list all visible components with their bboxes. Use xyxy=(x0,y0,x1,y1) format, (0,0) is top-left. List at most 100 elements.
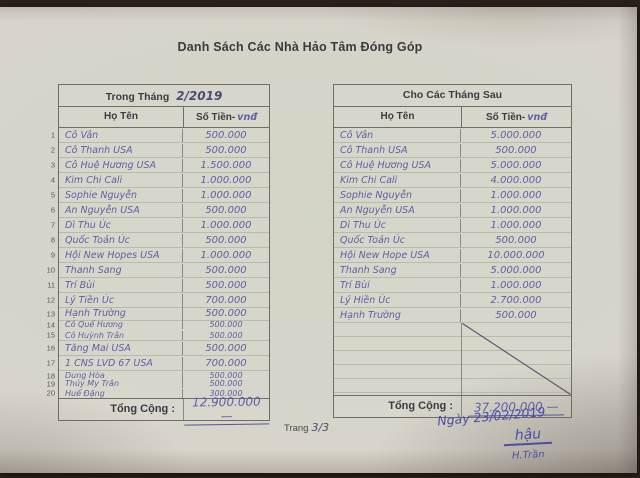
donation-row: 17 1 CNS LVD 67 USA 700.000 xyxy=(47,356,269,371)
donor-name: Cô Thanh USA xyxy=(59,144,183,157)
donation-row: 20 Huế Đặng 300.000 xyxy=(47,388,269,398)
donation-amount: 500.000 xyxy=(209,320,243,329)
donation-row: An Nguyễn USA 1.000.000 xyxy=(334,203,571,218)
col-header-name: Họ Tên xyxy=(59,107,184,127)
donation-row: 6 An Nguyễn USA 500.000 xyxy=(51,203,269,218)
donation-row: Cô Thanh USA 500.000 xyxy=(334,143,571,158)
donation-amount: 500.000 xyxy=(495,310,537,321)
donation-row: 1 Cô Vân 500.000 xyxy=(51,128,269,143)
row-number: 15 xyxy=(46,330,55,339)
donation-amount: 700.000 xyxy=(205,295,247,306)
donation-row: Trí Bùi 1.000.000 xyxy=(334,278,571,293)
row-number: 10 xyxy=(46,265,55,275)
donation-amount: 500.000 xyxy=(205,280,247,291)
donation-row: 7 Dì Thu Úc 1.000.000 xyxy=(51,218,269,233)
row-number: 1 xyxy=(50,130,55,140)
donation-amount: 500.000 xyxy=(209,379,243,388)
donor-name: Hạnh Trường xyxy=(334,309,461,322)
donation-amount: 1.000.000 xyxy=(490,190,542,201)
donor-name: Thanh Sang xyxy=(59,264,183,277)
donation-row: 13 Hạnh Trường 500.000 xyxy=(47,307,269,321)
total-row: Tổng Cộng : 12.900.000 — xyxy=(59,393,270,426)
donation-amount: 5.000.000 xyxy=(490,130,542,141)
donation-amount: 500.000 xyxy=(205,235,247,246)
total-amount-handwritten: 12.900.000 — xyxy=(183,393,270,426)
donor-name: Cô Vân xyxy=(59,129,183,142)
total-row: Tổng Cộng : 37.200.000 — xyxy=(334,395,571,417)
donor-name: Lý Tiền Úc xyxy=(59,294,183,307)
donation-amount: 1.000.000 xyxy=(490,280,542,291)
donation-row: 18 Dung Hòa 500.000 xyxy=(47,371,269,380)
col-amount-label: Số Tiền- xyxy=(195,111,236,123)
donor-name: Trí Bùi xyxy=(59,279,183,292)
donation-row: 9 Hội New Hopes USA 1.000.000 xyxy=(51,248,269,263)
row-number: 14 xyxy=(46,320,55,330)
donation-amount: 500.000 xyxy=(205,343,247,354)
table-following-months: Cho Các Tháng Sau Họ Tên Số Tiền-vnđ Cô … xyxy=(333,84,572,418)
row-number: 7 xyxy=(50,220,55,230)
donation-amount: 500.000 xyxy=(209,331,243,340)
donor-name: Cô Vân xyxy=(334,129,461,142)
col-header-amount: Số Tiền-vnđ xyxy=(462,112,571,123)
donation-amount: 5.000.000 xyxy=(490,265,542,276)
row-number: 2 xyxy=(50,145,55,155)
donation-row: Cô Vân 5.000.000 xyxy=(334,128,571,143)
row-number: 4 xyxy=(50,175,55,185)
donor-name: Trí Bùi xyxy=(334,279,461,292)
paper-sheet: Danh Sách Các Nhà Hảo Tâm Đóng Góp Trong… xyxy=(0,7,637,473)
donation-amount: 500.000 xyxy=(205,145,247,156)
total-amount: 12.900.000 — xyxy=(183,393,270,426)
donation-amount: 500.000 xyxy=(205,308,247,319)
donor-name: Hạnh Trường xyxy=(59,307,183,320)
donation-amount: 500.000 xyxy=(205,265,247,276)
donation-amount: 1.000.000 xyxy=(490,205,542,216)
donation-row: 10 Thanh Sang 500.000 xyxy=(47,263,269,278)
col-header-amount: Số Tiền-vnđ xyxy=(184,112,269,123)
donor-name: Kim Chi Cali xyxy=(59,174,183,187)
donation-row: 4 Kim Chi Cali 1.000.000 xyxy=(51,173,269,188)
donor-name: Kim Chi Cali xyxy=(334,174,461,187)
table-current-month-header: Trong Tháng 2/2019 xyxy=(59,85,269,107)
row-number: 3 xyxy=(50,160,55,170)
page-title: Danh Sách Các Nhà Hảo Tâm Đóng Góp xyxy=(177,40,423,54)
donor-name: Thanh Sang xyxy=(334,264,461,277)
donor-name: Hội New Hope USA xyxy=(334,249,461,262)
donation-amount: 10.000.000 xyxy=(487,250,545,261)
donor-name: Quốc Toản Úc xyxy=(59,234,183,247)
row-number: 19 xyxy=(46,379,55,389)
donation-row: 11 Trí Bùi 500.000 xyxy=(47,278,269,293)
donation-amount: 5.000.000 xyxy=(490,160,542,171)
donation-row: 2 Cô Thanh USA 500.000 xyxy=(51,143,269,158)
donation-amount: 1.500.000 xyxy=(200,160,252,171)
donor-name: Cô Thanh USA xyxy=(334,144,461,157)
donation-row: Hội New Hope USA 10.000.000 xyxy=(334,248,571,263)
donor-name: Cô Huỳnh Trân xyxy=(59,331,183,340)
donation-row: 5 Sophie Nguyễn 1.000.000 xyxy=(51,188,269,203)
donation-amount: 2.700.000 xyxy=(490,295,542,306)
donation-amount: 500.000 xyxy=(205,130,247,141)
donation-amount: 500.000 xyxy=(205,205,247,216)
donation-amount: 700.000 xyxy=(205,358,247,369)
donor-name: Hội New Hopes USA xyxy=(59,249,183,262)
donation-row: Thanh Sang 5.000.000 xyxy=(334,263,571,278)
total-label: Tổng Cộng : xyxy=(334,396,462,417)
row-number: 12 xyxy=(46,295,55,305)
donation-amount: 500.000 xyxy=(495,145,537,156)
column-headers: Họ Tên Số Tiền-vnđ xyxy=(334,107,571,128)
donation-row: 16 Tăng Mai USA 500.000 xyxy=(47,341,269,356)
donation-row: 15 Cô Huỳnh Trân 500.000 xyxy=(47,329,269,341)
row-number: 6 xyxy=(50,205,55,215)
donor-name: 1 CNS LVD 67 USA xyxy=(59,357,183,370)
donation-row: Dì Thu Úc 1.000.000 xyxy=(334,218,571,233)
row-number: 5 xyxy=(50,190,55,200)
donor-name: An Nguyễn USA xyxy=(334,204,461,217)
row-number: 16 xyxy=(46,343,55,353)
donor-name: Thúy My Trân xyxy=(59,379,183,388)
donation-row: Lý Hiền Úc 2.700.000 xyxy=(334,293,571,308)
donor-name: An Nguyễn USA xyxy=(59,204,183,217)
col-header-name: Họ Tên xyxy=(334,107,462,127)
row-number: 18 xyxy=(46,371,55,380)
page-label: Trang xyxy=(284,423,309,434)
donation-row: Hạnh Trường 500.000 xyxy=(334,308,571,323)
